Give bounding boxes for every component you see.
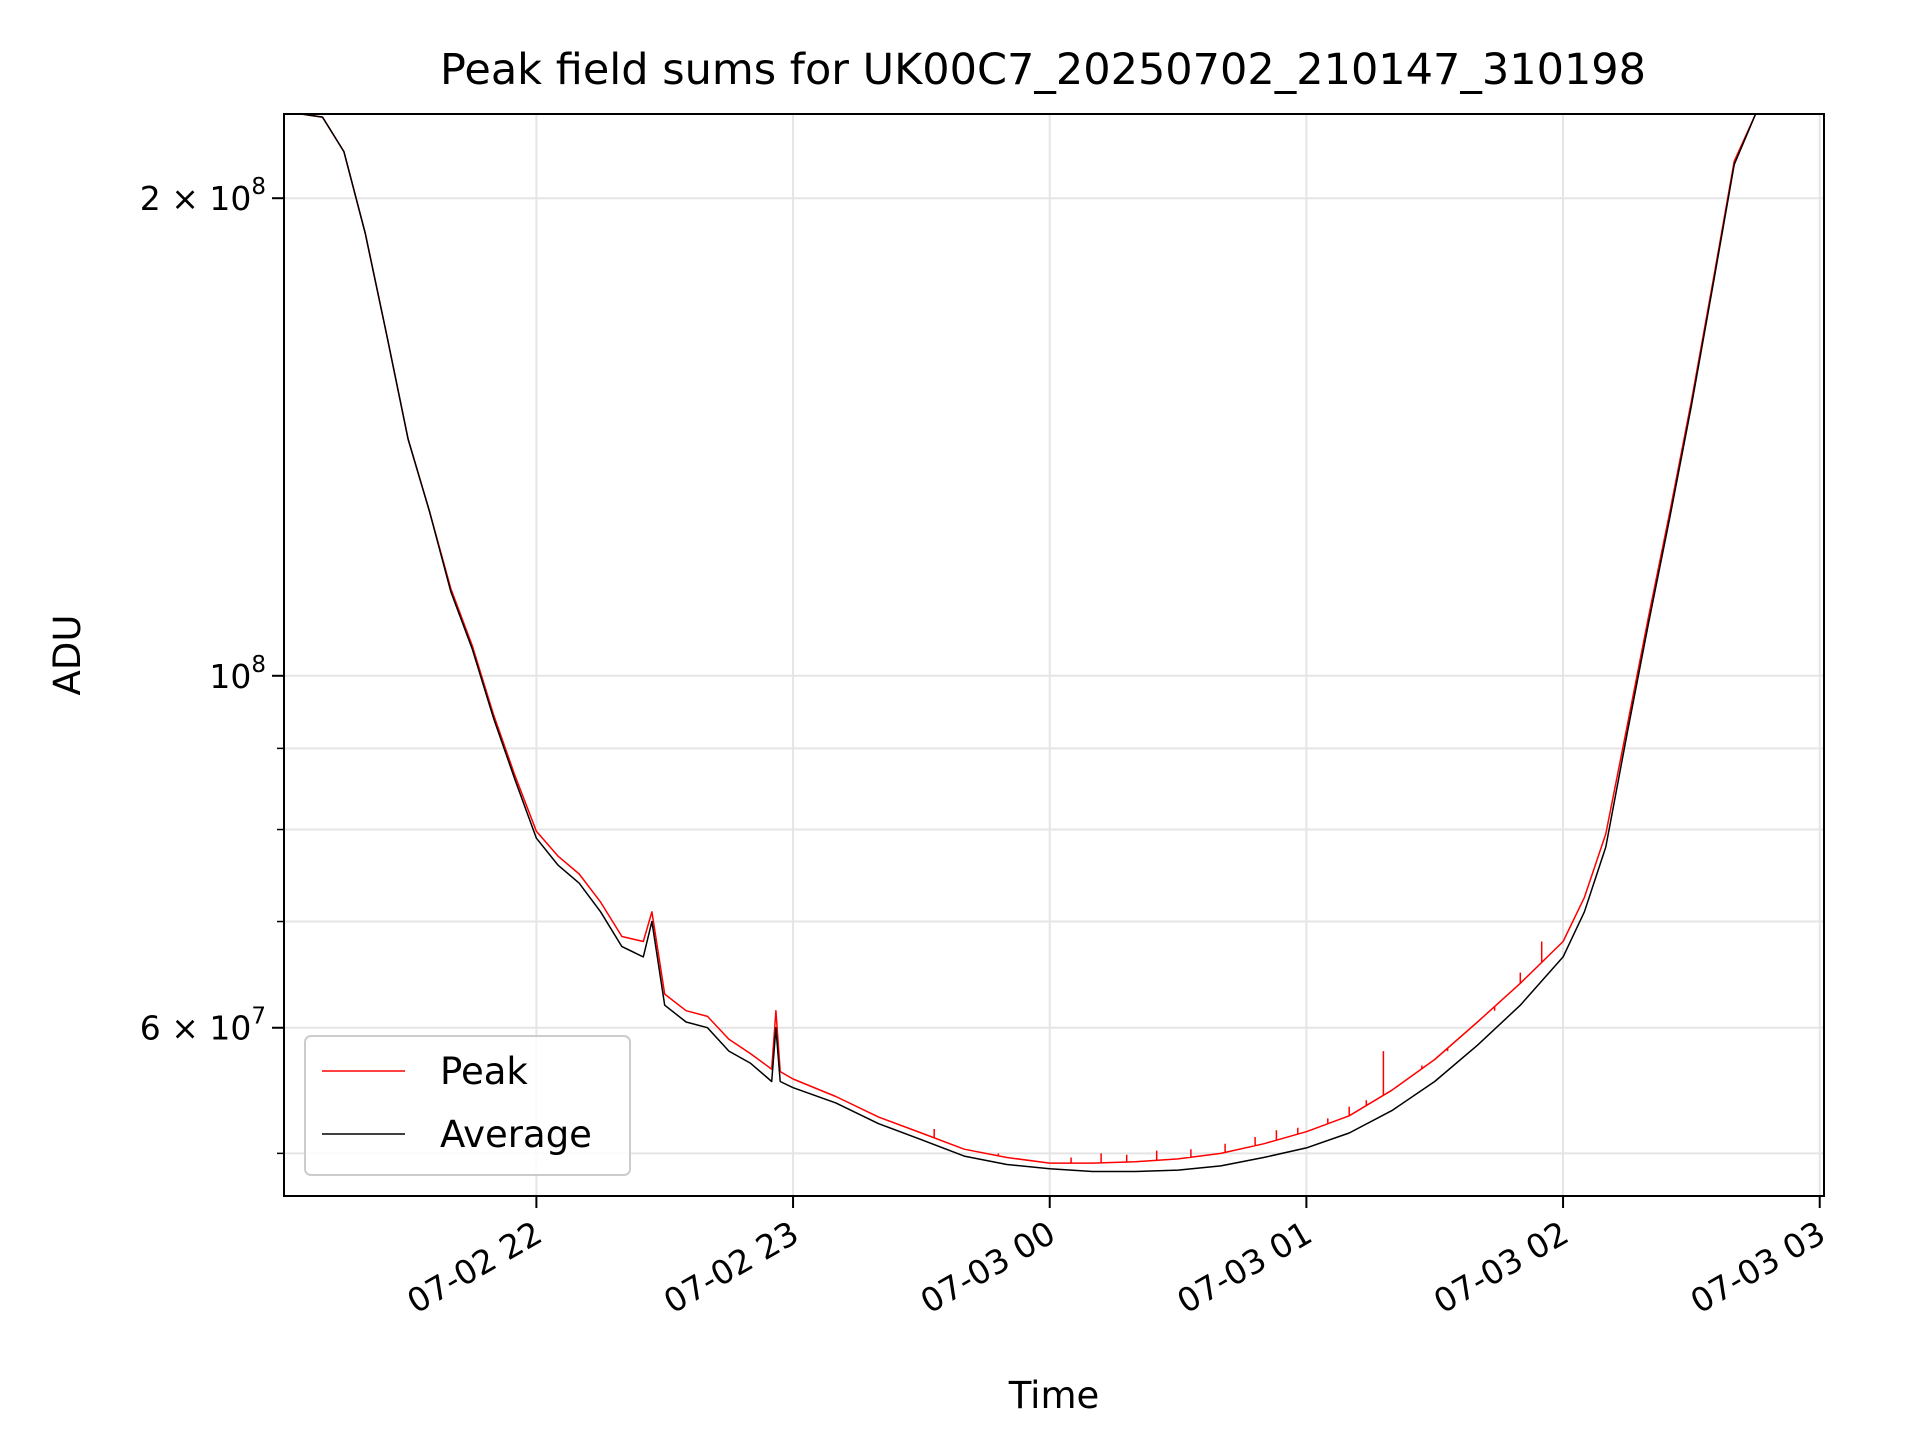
y-tick-exponent: 7	[251, 1004, 266, 1030]
x-axis-label: Time	[1008, 1374, 1100, 1417]
y-tick-mantissa: 6 × 10	[140, 1009, 252, 1048]
legend-label-average: Average	[440, 1113, 592, 1156]
series-line-peak	[284, 113, 1824, 1164]
y-tick-label: 2 × 108	[140, 174, 266, 218]
series-line-average	[284, 113, 1824, 1173]
grid-lines	[284, 114, 1824, 1196]
y-tick-exponent: 8	[251, 652, 266, 678]
y-tick-label: 108	[209, 652, 266, 696]
y-axis-label: ADU	[46, 615, 89, 696]
legend: Peak Average	[304, 1035, 631, 1176]
series-group	[284, 113, 1824, 1173]
y-tick-exponent: 8	[251, 174, 266, 200]
y-tick-mantissa: 2 × 10	[140, 179, 252, 218]
chart-title: Peak field sums for UK00C7_20250702_2101…	[440, 45, 1646, 95]
y-tick-label: 6 × 107	[140, 1004, 266, 1048]
y-tick-mantissa: 10	[209, 657, 251, 696]
plot-frame	[283, 113, 1825, 1197]
legend-label-peak: Peak	[440, 1050, 528, 1093]
